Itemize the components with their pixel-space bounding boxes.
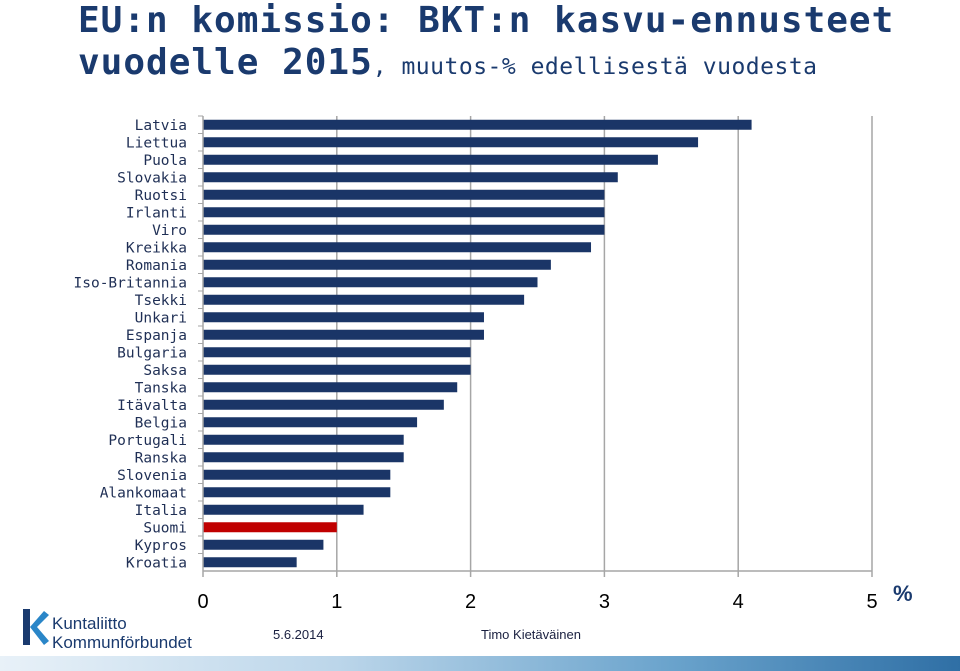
x-tick-label: 3 (599, 591, 610, 613)
footer-author: Timo Kietäväinen (481, 627, 581, 642)
bar-kypros (203, 539, 324, 550)
category-label: Slovenia (117, 468, 187, 484)
category-label: Ranska (135, 450, 187, 466)
bar-puola (203, 154, 658, 165)
x-tick-label: 0 (197, 591, 208, 613)
category-label: Latvia (135, 118, 187, 134)
category-label: Tanska (135, 380, 187, 396)
x-tick-labels: 0 1 2 3 4 5 (197, 591, 877, 613)
bar-irlanti (203, 207, 605, 218)
bar-liettua (203, 137, 699, 148)
category-label: Portugali (108, 433, 187, 449)
gridlines (336, 116, 873, 571)
x-unit-label: % (893, 581, 913, 606)
category-label: Espanja (126, 328, 187, 344)
x-tick-label: 2 (465, 591, 476, 613)
category-label: Italia (135, 503, 187, 519)
bar-tanska (203, 382, 458, 393)
bars (203, 119, 752, 568)
chart-subtitle: , muutos-% edellisestä vuodesta (372, 54, 818, 80)
bar-iso-britannia (203, 277, 538, 288)
bottom-gradient-bar (0, 656, 960, 671)
category-label: Alankomaat (100, 485, 187, 501)
x-tick-label: 5 (866, 591, 877, 613)
bar-romania (203, 259, 551, 270)
category-label: Romania (126, 258, 187, 274)
category-label: Saksa (143, 363, 187, 379)
title-line-2: vuodelle 2015, muutos-% edellisestä vuod… (78, 42, 948, 88)
category-label: Slovakia (117, 170, 187, 186)
bar-slovenia (203, 469, 391, 480)
bar-itävalta (203, 399, 444, 410)
footer-date: 5.6.2014 (273, 627, 324, 642)
logo-text: Kuntaliitto Kommunförbundet (52, 614, 192, 652)
bar-belgia (203, 417, 418, 428)
category-label: Irlanti (126, 205, 187, 221)
logo-line-1: Kuntaliitto (52, 614, 127, 633)
category-label: Bulgaria (117, 345, 187, 361)
bar-saksa (203, 364, 471, 375)
category-label: Liettua (126, 135, 187, 151)
category-label: Iso-Britannia (74, 275, 188, 291)
chart-title: EU:n komissio: BKT:n kasvu-ennusteet vuo… (78, 0, 948, 88)
category-label: Belgia (135, 415, 187, 431)
category-label: Kypros (135, 538, 187, 554)
bar-espanja (203, 329, 484, 340)
title-line-1: EU:n komissio: BKT:n kasvu-ennusteet (78, 0, 895, 41)
category-label: Kroatia (126, 555, 187, 571)
x-tick-label: 1 (331, 591, 342, 613)
title-year: vuodelle 2015 (78, 42, 373, 83)
category-label: Puola (143, 153, 187, 169)
bar-ranska (203, 452, 404, 463)
category-label: Suomi (143, 520, 187, 536)
bar-bulgaria (203, 347, 471, 358)
bar-ruotsi (203, 189, 605, 200)
x-tick-label: 4 (733, 591, 744, 613)
bar-viro (203, 224, 605, 235)
bar-alankomaat (203, 487, 391, 498)
category-label: Ruotsi (135, 188, 187, 204)
bar-tsekki (203, 294, 525, 305)
category-label: Tsekki (135, 293, 187, 309)
category-label: Viro (152, 223, 187, 239)
bar-kroatia (203, 557, 297, 568)
logo-line-2: Kommunförbundet (52, 633, 192, 652)
bar-suomi (203, 522, 337, 533)
category-label: Unkari (135, 310, 187, 326)
bar-latvia (203, 119, 752, 130)
bar-kreikka (203, 242, 592, 253)
axes (198, 115, 873, 577)
category-label: Itävalta (117, 398, 187, 414)
bar-italia (203, 504, 364, 515)
category-label: Kreikka (126, 240, 187, 256)
kuntaliitto-logo-icon (23, 609, 49, 645)
bar-slovakia (203, 172, 618, 183)
bar-portugali (203, 434, 404, 445)
bar-unkari (203, 312, 484, 323)
